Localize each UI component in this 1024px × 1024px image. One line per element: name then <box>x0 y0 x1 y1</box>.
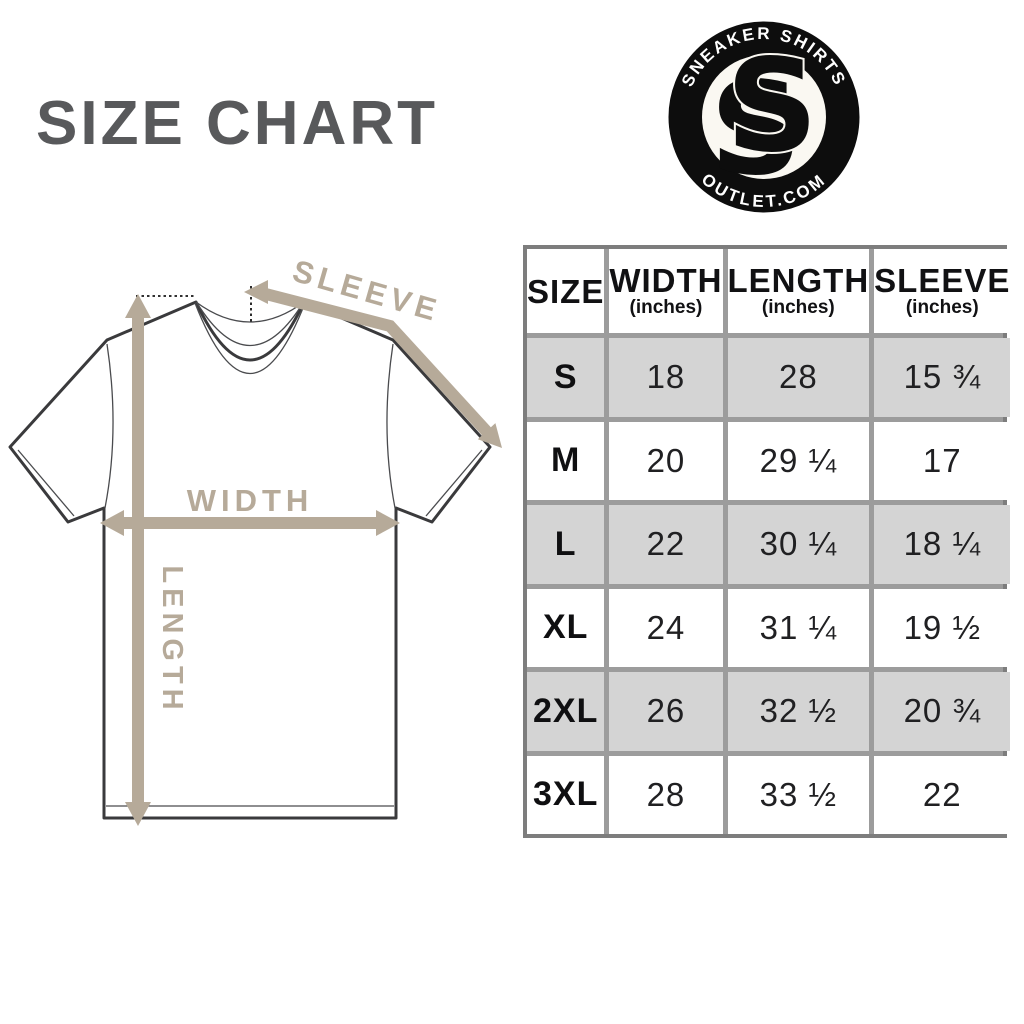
column-header-sleeve: SLEEVE (inches) <box>874 249 1011 333</box>
sleeve-arrow-icon <box>244 280 502 448</box>
measurement-arrows <box>100 280 502 826</box>
page-title: SIZE CHART <box>36 89 438 158</box>
table-cell-s-size: S <box>527 338 605 417</box>
size-table: SIZE WIDTH (inches) LENGTH (inches) SLEE… <box>523 245 1011 838</box>
table-cell-2xl-width: 26 <box>609 672 723 751</box>
tshirt-seam-lines <box>17 301 483 807</box>
width-arrow-icon <box>100 510 400 536</box>
width-label: WIDTH <box>187 483 314 518</box>
table-cell-m-size: M <box>527 421 605 500</box>
table-cell-xl-sleeve: 19 ½ <box>874 588 1011 667</box>
tshirt-measurement-diagram: WIDTH LENGTH SLEEVE <box>8 253 502 826</box>
ss-monogram-icon: S S <box>710 30 820 204</box>
table-cell-m-width: 20 <box>609 421 723 500</box>
table-cell-2xl-size: 2XL <box>527 672 605 751</box>
table-cell-l-length: 30 ¼ <box>727 505 870 584</box>
table-cell-xl-size: XL <box>527 588 605 667</box>
table-cell-l-sleeve: 18 ¼ <box>874 505 1011 584</box>
table-cell-3xl-width: 28 <box>609 755 723 834</box>
table-cell-s-sleeve: 15 ¾ <box>874 338 1011 417</box>
table-cell-m-length: 29 ¼ <box>727 421 870 500</box>
table-cell-s-width: 18 <box>609 338 723 417</box>
length-label: LENGTH <box>156 565 188 714</box>
brand-logo: SNEAKER SHIRTS OUTLET.COM S S <box>665 18 863 216</box>
column-header-width: WIDTH (inches) <box>609 249 723 333</box>
table-cell-l-width: 22 <box>609 505 723 584</box>
logo-badge-icon: SNEAKER SHIRTS OUTLET.COM S S <box>665 18 863 216</box>
table-cell-l-size: L <box>527 505 605 584</box>
svg-text:S: S <box>726 32 818 181</box>
table-cell-2xl-length: 32 ½ <box>727 672 870 751</box>
column-header-length: LENGTH (inches) <box>727 249 870 333</box>
tshirt-outline <box>8 300 492 820</box>
table-cell-xl-width: 24 <box>609 588 723 667</box>
table-cell-2xl-sleeve: 20 ¾ <box>874 672 1011 751</box>
column-header-size: SIZE <box>527 249 605 333</box>
table-cell-s-length: 28 <box>727 338 870 417</box>
table-cell-xl-length: 31 ¼ <box>727 588 870 667</box>
svg-text:S: S <box>710 55 802 204</box>
table-cell-3xl-sleeve: 22 <box>874 755 1011 834</box>
table-cell-3xl-length: 33 ½ <box>727 755 870 834</box>
length-arrow-icon <box>125 294 151 826</box>
table-cell-3xl-size: 3XL <box>527 755 605 834</box>
table-cell-m-sleeve: 17 <box>874 421 1011 500</box>
